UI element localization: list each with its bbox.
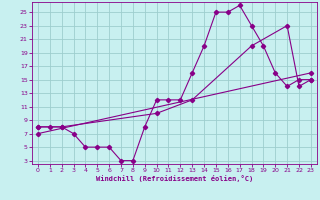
X-axis label: Windchill (Refroidissement éolien,°C): Windchill (Refroidissement éolien,°C) [96,175,253,182]
